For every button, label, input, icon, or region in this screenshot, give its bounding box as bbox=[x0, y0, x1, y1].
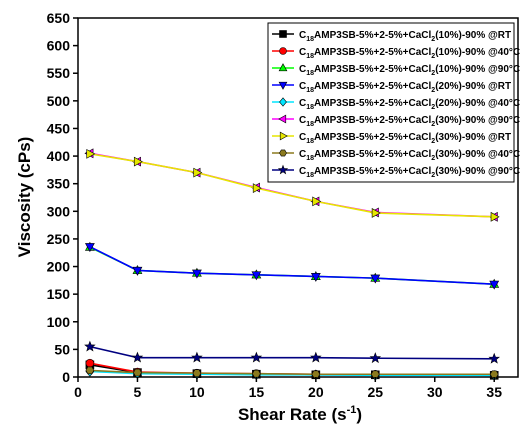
legend-marker bbox=[277, 164, 289, 175]
data-point bbox=[311, 370, 321, 379]
data-point bbox=[85, 366, 95, 375]
plot-area-border bbox=[77, 17, 519, 378]
y-tick-label: 200 bbox=[47, 259, 71, 275]
legend-marker bbox=[278, 81, 288, 90]
y-tick-label: 650 bbox=[47, 10, 71, 26]
legend-entry: C18AMP3SB-5%+2-5%+CaCl2(30%)-90% @90°C bbox=[272, 164, 520, 179]
x-tick-label: 30 bbox=[427, 384, 443, 400]
legend-marker bbox=[279, 47, 287, 55]
data-point bbox=[490, 211, 500, 222]
legend-label: C18AMP3SB-5%+2-5%+CaCl2(20%)-90% @40°C bbox=[299, 98, 520, 111]
series-9 bbox=[84, 340, 500, 364]
series-4 bbox=[84, 243, 500, 290]
data-point bbox=[310, 272, 321, 282]
legend-marker bbox=[279, 97, 287, 107]
x-tick-label: 0 bbox=[74, 384, 82, 400]
legend-entry: C18AMP3SB-5%+2-5%+CaCl2(30%)-90% @40°C bbox=[272, 149, 520, 162]
data-point bbox=[85, 358, 95, 368]
data-point bbox=[192, 369, 202, 377]
data-point bbox=[191, 351, 203, 363]
x-tick-label: 10 bbox=[189, 384, 205, 400]
data-point bbox=[250, 351, 263, 363]
x-tick-label: 25 bbox=[368, 384, 384, 400]
data-point bbox=[251, 271, 262, 281]
legend-entry: C18AMP3SB-5%+2-5%+CaCl2(10%)-90% @90°C bbox=[272, 63, 520, 77]
data-point bbox=[84, 243, 95, 253]
legend-label: C18AMP3SB-5%+2-5%+CaCl2(10%)-90% @RT bbox=[299, 30, 511, 43]
y-tick-label: 500 bbox=[47, 93, 71, 109]
legend-label: C18AMP3SB-5%+2-5%+CaCl2(30%)-90% @90°C bbox=[299, 166, 520, 179]
legend-label: C18AMP3SB-5%+2-5%+CaCl2(30%)-90% @RT bbox=[299, 132, 511, 145]
data-point bbox=[489, 370, 499, 379]
data-point bbox=[84, 340, 96, 352]
data-point bbox=[310, 351, 322, 363]
plot-frame bbox=[77, 17, 519, 378]
y-axis-title: Viscosity (cPs) bbox=[15, 137, 34, 258]
data-point bbox=[133, 156, 143, 167]
y-tick-label: 250 bbox=[47, 231, 71, 247]
data-point bbox=[131, 351, 144, 363]
series-7 bbox=[86, 148, 500, 222]
data-point bbox=[252, 369, 261, 378]
data-point bbox=[133, 368, 142, 377]
data-point bbox=[370, 274, 381, 284]
legend-label: C18AMP3SB-5%+2-5%+CaCl2(30%)-90% @40°C bbox=[299, 149, 520, 162]
legend-label: C18AMP3SB-5%+2-5%+CaCl2(10%)-90% @90°C bbox=[299, 64, 520, 77]
legend-entry: C18AMP3SB-5%+2-5%+CaCl2(20%)-90% @RT bbox=[272, 81, 511, 94]
data-point bbox=[489, 280, 500, 290]
x-tick-label: 5 bbox=[134, 384, 142, 400]
legend-entry: C18AMP3SB-5%+2-5%+CaCl2(30%)-90% @90°C bbox=[272, 114, 520, 128]
legend-entry: C18AMP3SB-5%+2-5%+CaCl2(30%)-90% @RT bbox=[272, 131, 511, 145]
ticks-layer: 0 5 10 15 20 25 30 3505010015020025030035040045… bbox=[47, 10, 503, 400]
legend: C18AMP3SB-5%+2-5%+CaCl2(10%)-90% @RT C18A… bbox=[267, 22, 520, 183]
legend-marker bbox=[279, 149, 287, 157]
x-axis-title: Shear Rate (s-1) bbox=[238, 404, 362, 424]
y-tick-label: 400 bbox=[47, 148, 71, 164]
legend-label: C18AMP3SB-5%+2-5%+CaCl2(30%)-90% @90°C bbox=[299, 115, 520, 128]
legend-marker bbox=[278, 63, 288, 72]
series-8 bbox=[85, 366, 499, 379]
y-tick-label: 150 bbox=[47, 286, 71, 302]
y-tick-label: 450 bbox=[47, 120, 71, 136]
series-line bbox=[89, 246, 495, 286]
x-tick-label: 20 bbox=[308, 384, 324, 400]
y-tick-label: 0 bbox=[62, 369, 70, 385]
y-tick-label: 100 bbox=[47, 314, 71, 330]
series-line bbox=[89, 245, 495, 286]
x-tick-label: 15 bbox=[249, 384, 265, 400]
legend-marker bbox=[278, 114, 287, 124]
y-tick-label: 300 bbox=[47, 203, 71, 219]
data-point bbox=[370, 370, 380, 379]
data-point bbox=[371, 208, 381, 218]
legend-label: C18AMP3SB-5%+2-5%+CaCl2(20%)-90% @RT bbox=[299, 81, 511, 94]
legend-entry: C18AMP3SB-5%+2-5%+CaCl2(10%)-90% @40°C bbox=[272, 47, 520, 60]
legend-box bbox=[267, 22, 515, 183]
data-point bbox=[193, 167, 203, 178]
data-point bbox=[192, 269, 202, 279]
data-point bbox=[488, 352, 500, 364]
data-point bbox=[312, 196, 322, 207]
legend-label: C18AMP3SB-5%+2-5%+CaCl2(10%)-90% @40°C bbox=[299, 47, 520, 60]
data-point bbox=[86, 148, 96, 159]
series-layer bbox=[84, 148, 500, 381]
data-point bbox=[252, 183, 262, 194]
legend-marker bbox=[279, 30, 287, 38]
x-tick-label: 35 bbox=[486, 384, 502, 400]
legend-entry: C18AMP3SB-5%+2-5%+CaCl2(10%)-90% @RT bbox=[272, 30, 511, 43]
legend-marker bbox=[279, 131, 288, 141]
y-tick-label: 50 bbox=[54, 341, 70, 357]
y-tick-label: 550 bbox=[47, 65, 71, 81]
y-tick-label: 350 bbox=[47, 176, 71, 192]
y-tick-label: 600 bbox=[47, 38, 71, 54]
legend-entry: C18AMP3SB-5%+2-5%+CaCl2(20%)-90% @40°C bbox=[272, 97, 520, 111]
series-line bbox=[89, 345, 495, 360]
data-point bbox=[132, 266, 143, 276]
data-point bbox=[369, 352, 382, 364]
